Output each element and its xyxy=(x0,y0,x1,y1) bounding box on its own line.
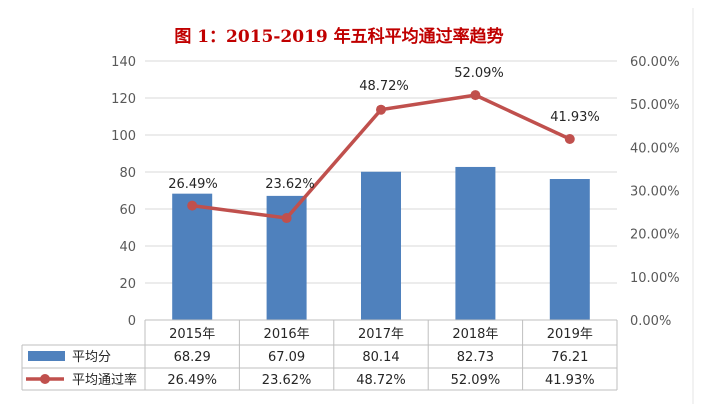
line-point xyxy=(187,200,198,211)
table-cell: 68.29 xyxy=(174,350,211,365)
y-left-tick-label: 100 xyxy=(111,129,136,144)
bar xyxy=(172,193,213,320)
y-right-tick-label: 10.00% xyxy=(630,271,680,286)
y-right-tick-label: 0.00% xyxy=(630,314,671,329)
table-cell: 80.14 xyxy=(362,350,399,365)
table-cell: 23.62% xyxy=(262,373,312,388)
table-cell: 82.73 xyxy=(457,350,494,365)
y-left-tick-label: 0 xyxy=(128,314,136,329)
table-header-cell: 2018年 xyxy=(452,327,498,342)
y-right-tick-label: 50.00% xyxy=(630,98,680,113)
y-right-tick-label: 20.00% xyxy=(630,228,680,243)
y-left-tick-label: 40 xyxy=(119,240,136,255)
bar-series xyxy=(172,166,590,320)
table-cell: 76.21 xyxy=(551,350,588,365)
legend-label: 平均通过率 xyxy=(72,372,137,388)
table-cell: 48.72% xyxy=(356,373,406,388)
line-series: 26.49% 23.62% 48.72% 52.09% 41.93% xyxy=(168,66,600,224)
table-header-cell: 2017年 xyxy=(358,327,404,342)
y-left-tick-label: 20 xyxy=(119,277,136,292)
line-point xyxy=(281,213,292,224)
line-data-label: 48.72% xyxy=(359,79,409,94)
y-left-tick-label: 140 xyxy=(111,55,136,70)
table-cell: 52.09% xyxy=(451,373,501,388)
y-right-tick-label: 30.00% xyxy=(630,185,680,200)
bar xyxy=(455,166,496,320)
line-point xyxy=(470,90,481,101)
y-left-tick-label: 80 xyxy=(119,166,136,181)
legend-line-marker xyxy=(40,374,50,384)
legend-bar-swatch xyxy=(28,351,65,361)
line-data-label: 26.49% xyxy=(168,177,218,192)
table-cell: 67.09 xyxy=(268,350,305,365)
data-table: 2015年 2016年 2017年 2018年 2019年 68.29 67.09 80.14… xyxy=(21,319,618,391)
y-left-tick-label: 60 xyxy=(119,203,136,218)
line-point xyxy=(376,104,386,115)
y-left-tick-label: 120 xyxy=(111,92,136,107)
line-data-label: 41.93% xyxy=(550,110,600,125)
line-data-label: 23.62% xyxy=(265,177,315,192)
table-header-cell: 2016年 xyxy=(264,327,310,342)
axes: 0 20 40 60 80 100 120 140 0.00% 10.00% 20.00% 30.00… xyxy=(111,55,679,329)
line-point xyxy=(564,134,575,145)
y-right-tick-label: 40.00% xyxy=(630,141,680,156)
legend-label: 平均分 xyxy=(72,350,111,365)
y-right-tick-label: 60.00% xyxy=(630,55,680,70)
chart-title: 图 1：2015-2019 年五科平均通过率趋势 xyxy=(174,26,503,47)
bar xyxy=(549,179,590,320)
table-header-cell: 2019年 xyxy=(547,327,593,342)
line-data-label: 52.09% xyxy=(454,66,504,81)
table-cell: 26.49% xyxy=(167,373,217,388)
bar xyxy=(361,171,401,320)
table-cell: 41.93% xyxy=(545,373,595,388)
table-header-cell: 2015年 xyxy=(169,327,215,342)
